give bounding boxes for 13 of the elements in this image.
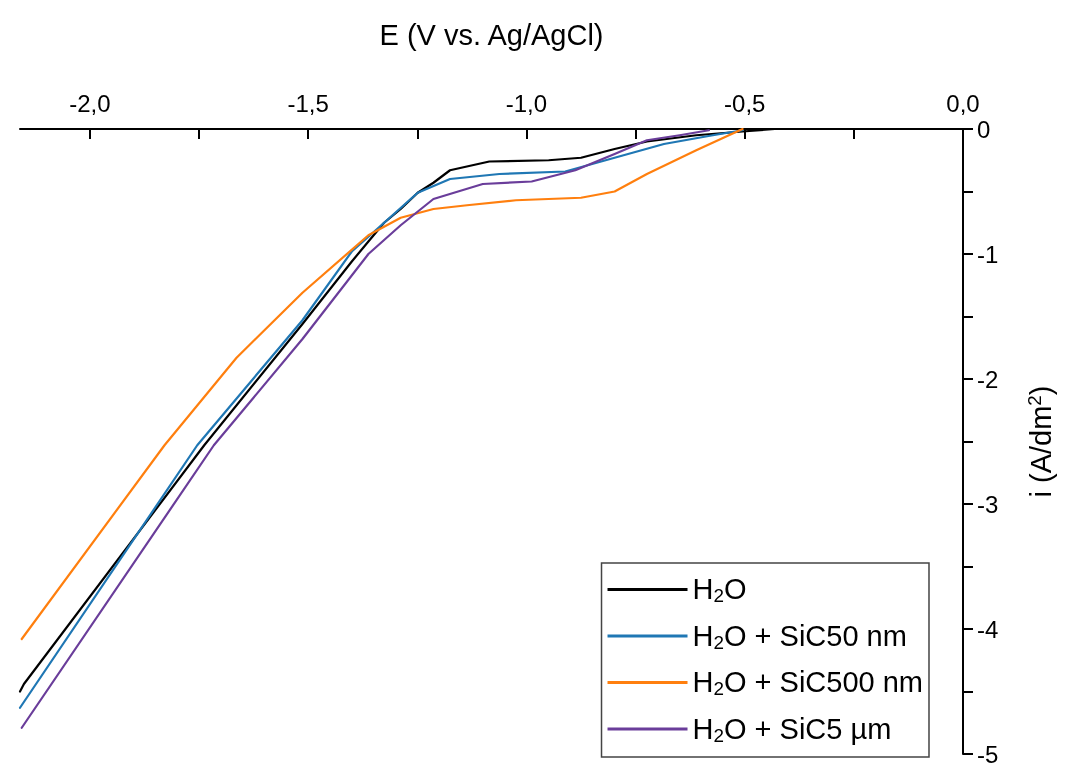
y-axis-title: i (A/dm2) xyxy=(1024,385,1058,498)
x-tick-label: -1,5 xyxy=(287,89,329,117)
y-tick-label: -5 xyxy=(977,740,999,768)
x-tick-label: -0,5 xyxy=(724,89,766,117)
y-tick-label: -2 xyxy=(977,365,999,393)
x-tick-label: -2,0 xyxy=(69,89,111,117)
y-tick-label: -1 xyxy=(977,240,999,268)
y-tick-label: 0 xyxy=(977,115,991,143)
x-tick-label: 0,0 xyxy=(946,89,980,117)
y-tick-label: -3 xyxy=(977,490,999,518)
y-tick-label: -4 xyxy=(977,615,999,643)
x-tick-label: -1,0 xyxy=(505,89,548,117)
x-axis-title: E (V vs. Ag/AgCl) xyxy=(379,18,604,51)
